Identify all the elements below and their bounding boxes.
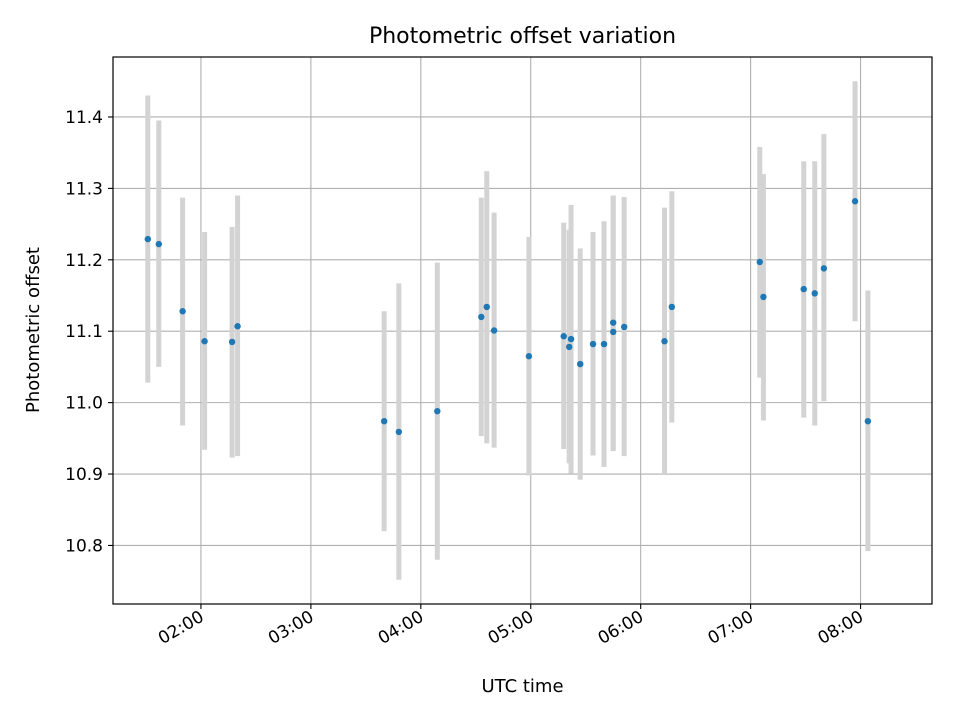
data-point <box>234 323 241 330</box>
data-point <box>179 308 186 315</box>
data-point <box>600 340 608 348</box>
data-point <box>380 417 388 425</box>
y-tick-label: 10.9 <box>65 465 103 485</box>
data-point <box>434 407 441 415</box>
y-axis-label: Photometric offset <box>23 247 44 413</box>
data-point <box>851 198 859 205</box>
grid-lines <box>113 57 932 604</box>
data-point <box>661 338 668 345</box>
chart-title: Photometric offset variation <box>369 24 676 49</box>
data-point <box>577 360 584 368</box>
y-tick-label: 11.1 <box>65 322 103 342</box>
data-point <box>811 290 818 297</box>
y-tick-label: 11.4 <box>65 108 103 128</box>
y-tick-label: 10.8 <box>65 536 103 556</box>
data-point <box>620 323 628 331</box>
y-tick-label: 11.3 <box>65 179 103 199</box>
y-axis-ticks: 10.8 10.9 11.0 11.1 11.2 11.3 11.4 <box>65 108 113 556</box>
data-point <box>560 333 567 340</box>
data-point <box>566 343 573 351</box>
data-point <box>155 240 163 248</box>
data-point <box>490 327 498 334</box>
data-point <box>668 303 676 311</box>
x-axis-label: UTC time <box>481 676 563 697</box>
data-point <box>201 338 208 345</box>
plot-frame <box>112 56 933 605</box>
data-point <box>395 428 403 436</box>
data-points <box>144 198 872 436</box>
data-point <box>567 335 575 343</box>
data-point <box>144 235 152 243</box>
plot-background <box>113 57 932 604</box>
data-point <box>525 353 533 360</box>
y-tick-label: 11.2 <box>65 251 103 271</box>
data-point <box>478 313 485 321</box>
data-point <box>760 293 767 301</box>
data-point <box>756 258 763 266</box>
data-point <box>609 319 617 326</box>
data-point <box>609 328 617 336</box>
data-point <box>864 417 872 425</box>
data-point <box>483 303 490 311</box>
y-tick-label: 11.0 <box>65 394 103 414</box>
data-point <box>589 340 597 348</box>
data-point <box>228 338 236 346</box>
data-point <box>820 265 828 272</box>
data-point <box>800 285 807 293</box>
